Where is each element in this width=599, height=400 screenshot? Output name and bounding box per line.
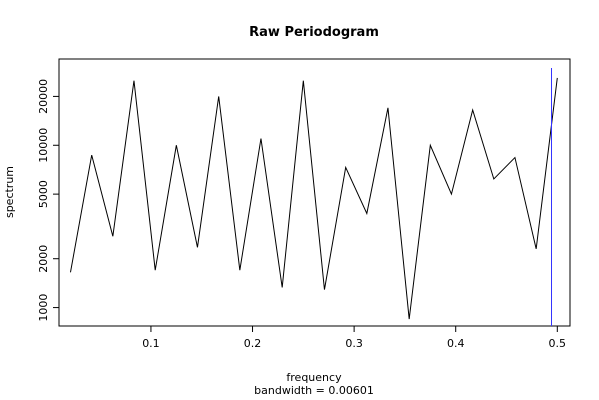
x-tick-label: 0.5: [549, 337, 567, 350]
x-axis-label: frequency: [286, 371, 342, 384]
y-tick-label: 20000: [37, 79, 50, 114]
y-tick-label: 1000: [37, 294, 50, 322]
y-axis: 1000 2000 5000 10000 20000: [37, 79, 59, 322]
y-tick-label: 10000: [37, 128, 50, 163]
x-tick-label: 0.2: [244, 337, 262, 350]
chart-title: Raw Periodogram: [249, 25, 379, 40]
series-layer: [69, 77, 558, 320]
bandwidth-label: bandwidth = 0.00601: [254, 384, 374, 397]
y-tick-label: 5000: [37, 180, 50, 208]
x-axis: 0.1 0.2 0.3 0.4 0.5: [142, 326, 566, 350]
x-tick-label: 0.4: [447, 337, 465, 350]
y-axis-label: spectrum: [3, 166, 16, 218]
x-tick-label: 0.3: [345, 337, 363, 350]
x-tick-label: 0.1: [142, 337, 160, 350]
y-tick-label: 2000: [37, 245, 50, 273]
spectrum-line: [69, 77, 558, 320]
plot-frame: [58, 58, 571, 327]
